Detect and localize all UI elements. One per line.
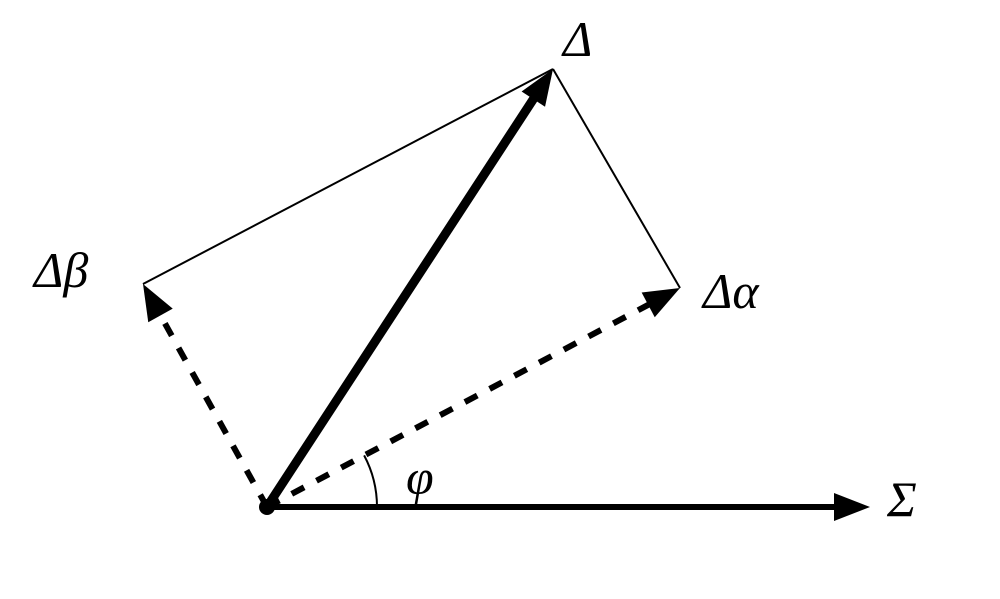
- label-phi: φ: [406, 448, 434, 506]
- diagram-svg: [0, 0, 1000, 599]
- label-sigma: Σ: [887, 470, 917, 528]
- label-delta-alpha: Δα: [703, 262, 759, 320]
- label-delta-beta: Δβ: [34, 241, 88, 299]
- vector-diagram: Σ Δ Δα Δβ φ: [0, 0, 1000, 599]
- label-delta: Δ: [563, 10, 592, 68]
